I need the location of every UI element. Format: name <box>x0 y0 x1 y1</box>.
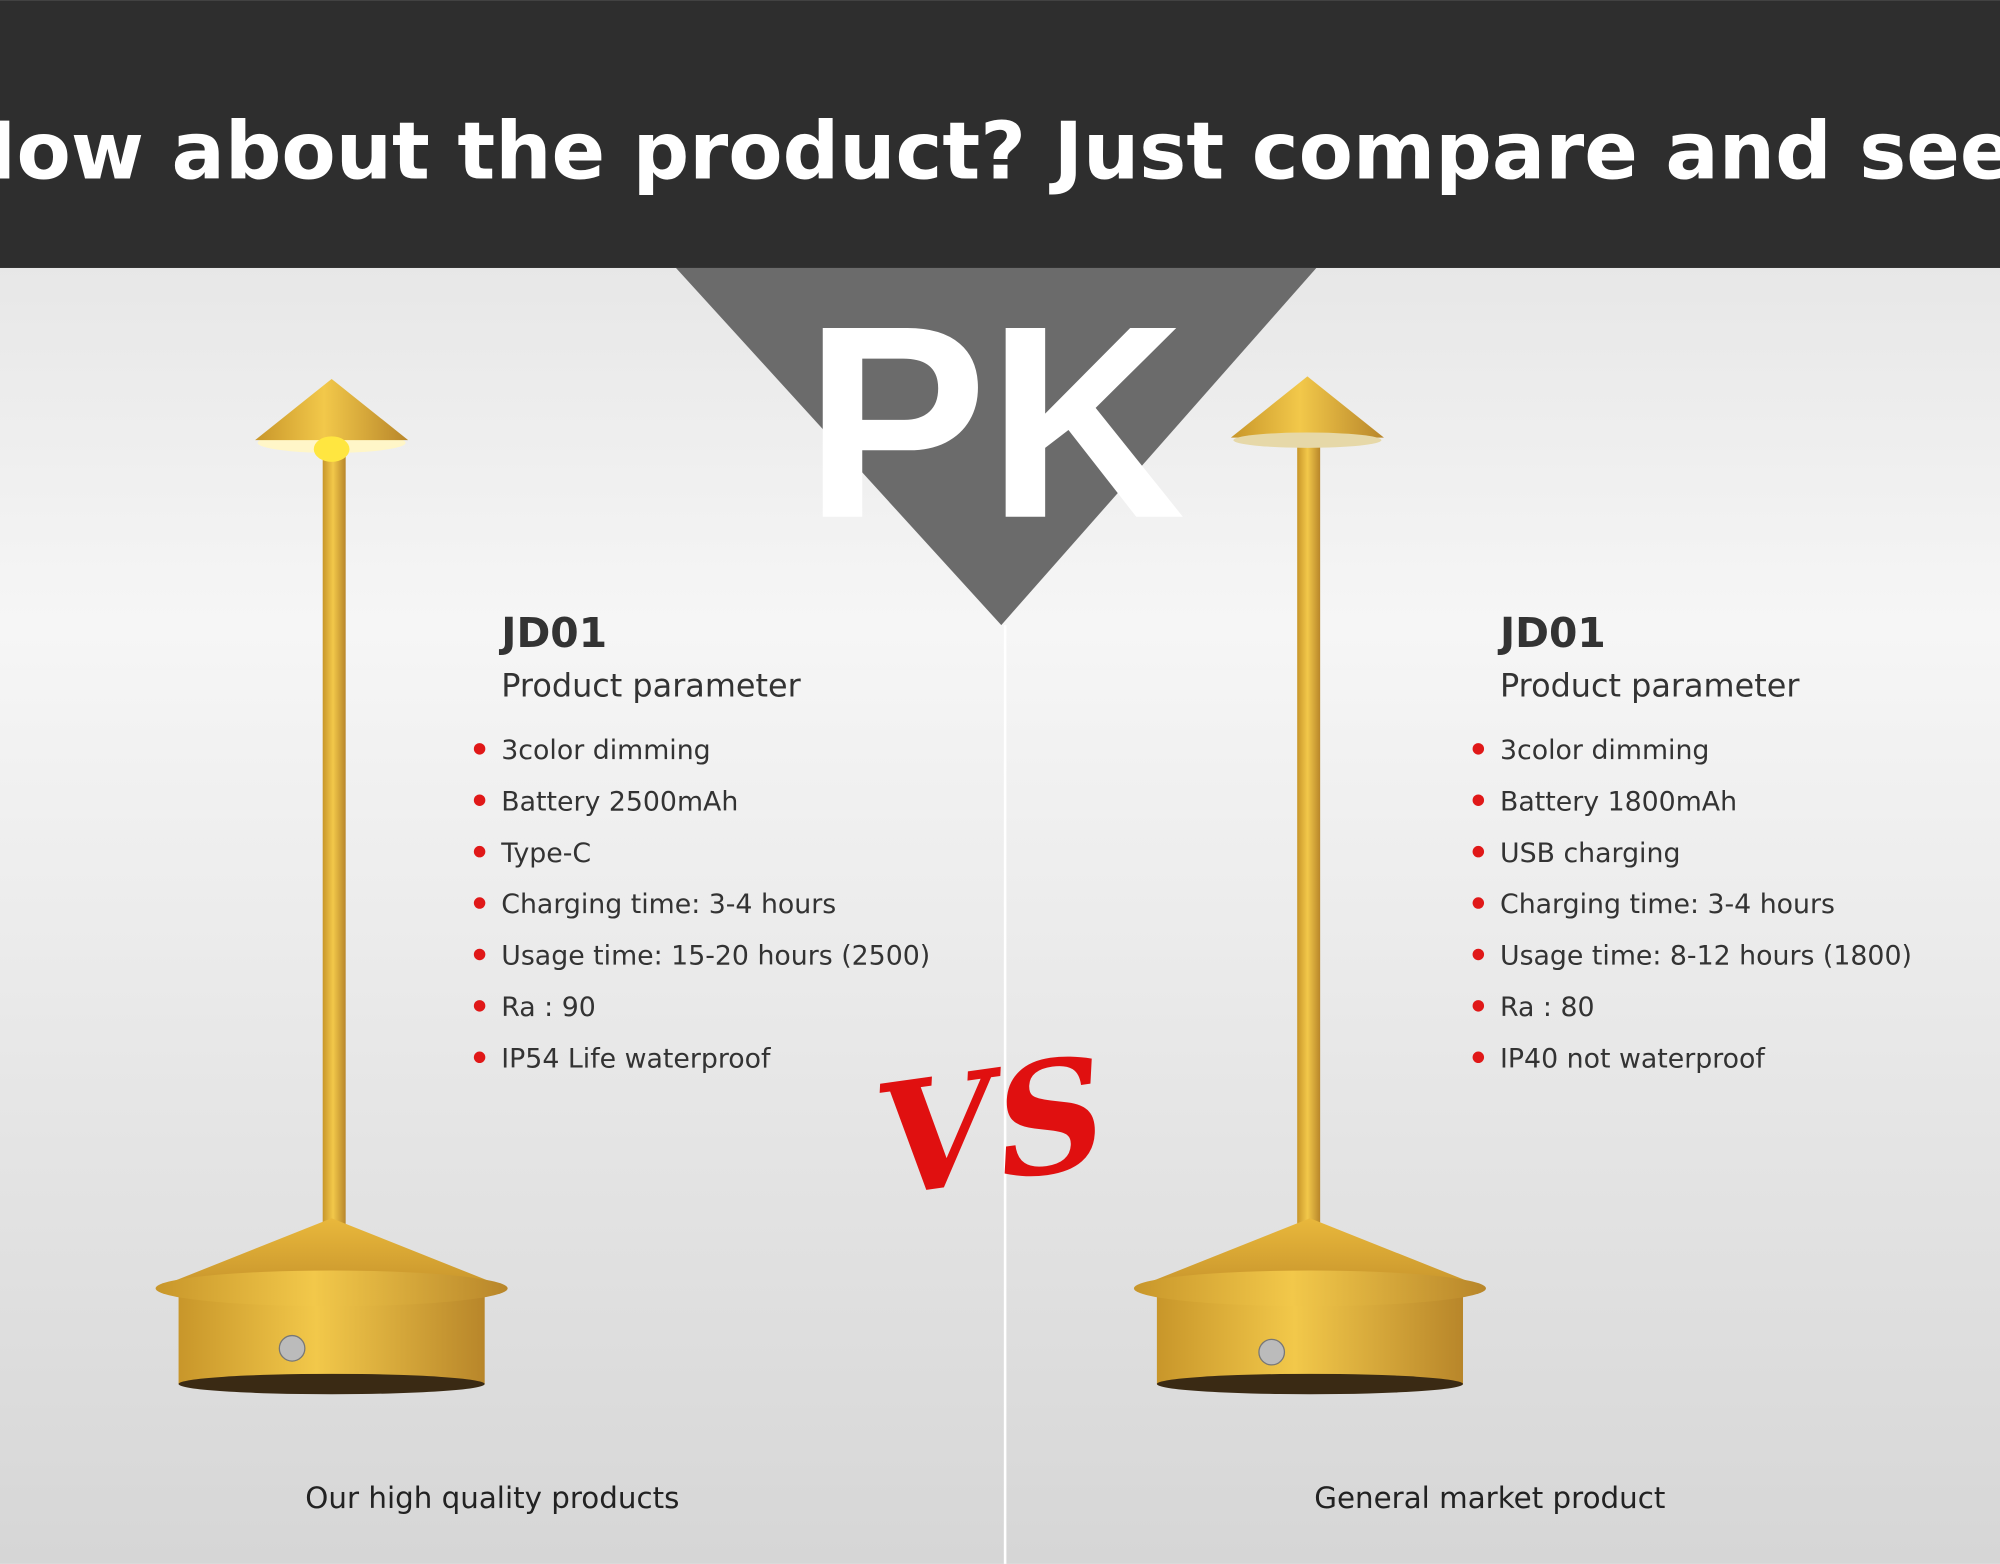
bullet <box>473 743 486 755</box>
feature: Battery 1800mAh <box>1500 786 1737 817</box>
feature: Ra : 80 <box>1500 992 1595 1023</box>
vs-text: VS <box>866 1022 1118 1232</box>
caption: Our high quality products <box>305 1481 679 1515</box>
bullet <box>1472 1000 1485 1012</box>
bullet <box>1472 743 1485 755</box>
subtitle: Product parameter <box>1500 667 1800 705</box>
feature: USB charging <box>1500 838 1680 869</box>
bullet <box>473 897 486 909</box>
pk-triangle <box>676 267 1317 626</box>
model-name: JD01 <box>1497 609 1606 657</box>
feature: Battery 2500mAh <box>501 786 738 817</box>
feature: 3color dimming <box>1500 735 1709 766</box>
bullet <box>1472 948 1485 961</box>
bullet <box>473 794 486 806</box>
header-bar <box>0 0 2000 268</box>
bullet <box>1472 897 1485 909</box>
bullet <box>1472 1051 1485 1063</box>
feature: Charging time: 3-4 hours <box>1500 889 1835 920</box>
feature: IP40 not waterproof <box>1500 1043 1765 1074</box>
bullet <box>473 1000 486 1012</box>
feature: 3color dimming <box>501 735 710 766</box>
bullet <box>1472 845 1485 858</box>
subtitle: Product parameter <box>501 667 801 705</box>
lamp <box>155 378 508 1395</box>
feature: Charging time: 3-4 hours <box>501 889 836 920</box>
bullet <box>473 845 486 858</box>
feature: Type-C <box>500 838 591 869</box>
feature: Ra : 90 <box>501 992 596 1023</box>
caption: General market product <box>1314 1481 1665 1515</box>
header-title: How about the product? Just compare and … <box>0 106 2000 198</box>
bullet <box>473 948 486 961</box>
bullet <box>1472 794 1485 806</box>
feature: Usage time: 15-20 hours (2500) <box>501 941 930 972</box>
pk-text: PK <box>804 270 1185 576</box>
model-name: JD01 <box>498 609 607 657</box>
bullet <box>473 1051 486 1063</box>
feature: IP54 Life waterproof <box>501 1043 771 1074</box>
lamp <box>1133 376 1486 1395</box>
feature: Usage time: 8-12 hours (1800) <box>1500 941 1912 972</box>
